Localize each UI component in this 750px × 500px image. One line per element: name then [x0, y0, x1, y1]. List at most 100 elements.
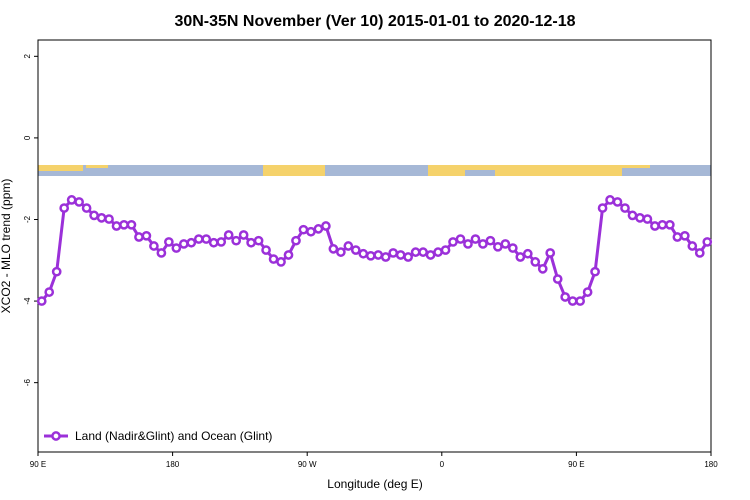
data-point — [433, 247, 443, 257]
data-point — [388, 248, 399, 258]
data-point — [515, 252, 526, 262]
data-point — [193, 234, 204, 244]
y-tick-label: -4 — [23, 297, 32, 305]
data-point — [493, 241, 503, 252]
data-point — [178, 239, 189, 249]
data-point — [238, 230, 249, 240]
data-point — [627, 210, 638, 221]
data-point — [44, 287, 55, 297]
data-point — [582, 287, 593, 297]
data-point — [350, 245, 361, 255]
data-point — [560, 292, 571, 302]
data-point — [410, 247, 421, 257]
data-point — [470, 234, 481, 244]
data-point — [403, 252, 413, 262]
y-tick-label: -6 — [23, 379, 32, 387]
data-point — [500, 239, 511, 249]
data-point — [507, 243, 518, 253]
data-point — [380, 252, 391, 262]
data-point — [650, 221, 660, 231]
data-point — [298, 224, 309, 235]
data-point — [149, 241, 159, 251]
data-point — [261, 245, 271, 255]
data-point — [104, 214, 114, 224]
data-point — [119, 219, 129, 230]
data-point — [164, 237, 174, 247]
data-point — [425, 250, 436, 260]
data-point — [126, 219, 137, 230]
data-point — [478, 239, 488, 249]
data-point — [672, 232, 683, 242]
data-point — [156, 248, 167, 258]
data-point — [537, 263, 548, 274]
data-point — [36, 296, 47, 306]
data-point — [223, 230, 234, 240]
data-point — [679, 230, 690, 241]
data-point — [141, 230, 152, 241]
data-point — [620, 203, 630, 213]
data-point — [612, 197, 623, 207]
data-point — [216, 237, 227, 247]
data-point — [418, 247, 428, 257]
y-tick-label: -2 — [23, 215, 32, 223]
data-point — [575, 296, 585, 306]
data-point — [590, 266, 600, 277]
data-point — [306, 226, 316, 237]
data-point — [253, 235, 264, 246]
data-point — [96, 213, 107, 223]
data-point — [74, 197, 84, 207]
land-mask — [38, 165, 711, 176]
data-point — [642, 214, 653, 224]
data-point — [246, 237, 256, 248]
data-point — [522, 248, 533, 259]
data-point — [657, 219, 668, 230]
data-point — [358, 248, 369, 259]
data-point — [134, 232, 144, 242]
x-tick-label: 180 — [166, 460, 180, 469]
data-point — [336, 247, 346, 257]
data-point — [702, 237, 713, 247]
data-point — [291, 235, 301, 246]
data-point — [89, 210, 99, 221]
x-axis-label: Longitude (deg E) — [327, 477, 422, 491]
data-point — [343, 241, 354, 251]
data-point — [567, 296, 578, 306]
data-point — [597, 203, 608, 213]
data-point — [268, 254, 279, 264]
data-point — [665, 219, 675, 230]
series-line — [40, 198, 709, 303]
data-point — [208, 237, 219, 248]
data-point — [440, 245, 451, 255]
data-point — [66, 195, 77, 205]
data-point — [313, 224, 324, 234]
data-point — [171, 243, 182, 253]
data-point — [463, 239, 473, 249]
data-point — [111, 221, 122, 231]
data-point — [201, 234, 212, 244]
data-point — [59, 203, 70, 213]
data-point — [276, 257, 286, 267]
data-point — [321, 221, 331, 231]
y-tick-label: 0 — [23, 135, 32, 140]
data-point — [552, 274, 563, 284]
data-point — [283, 250, 294, 260]
chart-title: 30N-35N November (Ver 10) 2015-01-01 to … — [174, 13, 575, 30]
data-point — [530, 257, 541, 267]
data-point — [328, 244, 339, 254]
y-tick-label: 2 — [23, 54, 32, 59]
data-point — [81, 203, 92, 213]
x-tick-label: 180 — [704, 460, 718, 469]
x-tick-label: 90 W — [298, 460, 317, 469]
legend-label: Land (Nadir&Glint) and Ocean (Glint) — [75, 429, 272, 443]
data-point — [186, 237, 197, 248]
plot-frame — [37, 39, 712, 453]
data-point — [231, 235, 242, 246]
data-point — [635, 213, 645, 223]
data-point — [485, 235, 496, 246]
y-axis-label: XCO2 - MLO trend (ppm) — [0, 179, 13, 314]
data-point — [455, 234, 466, 244]
x-tick-label: 90 E — [568, 460, 584, 469]
data-point — [545, 248, 556, 258]
